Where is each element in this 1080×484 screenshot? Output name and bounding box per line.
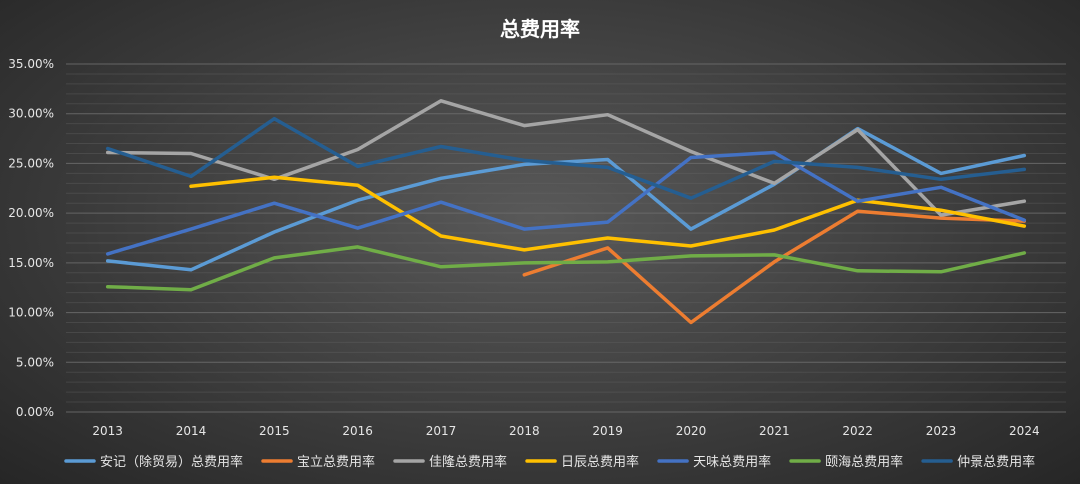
y-tick-label: 5.00% bbox=[16, 355, 54, 369]
x-tick-label: 2016 bbox=[342, 424, 373, 438]
y-axis-ticks: 0.00% 5.00% 10.00% 15.00% 20.00% 25.00% 30.00%… bbox=[8, 57, 54, 419]
legend-label-3: 日辰总费用率 bbox=[561, 454, 639, 470]
series-line-5 bbox=[105, 245, 1027, 292]
x-tick-label: 2015 bbox=[259, 424, 290, 438]
legend: 安记（除贸易）总费用率 宝立总费用率 佳隆总费用率 日辰总费用率 天味总费用率 颐海总费用… bbox=[64, 454, 1035, 470]
y-tick-label: 35.00% bbox=[8, 57, 54, 71]
series-line-1 bbox=[522, 209, 1027, 325]
y-tick-label: 0.00% bbox=[16, 405, 54, 419]
x-tick-label: 2013 bbox=[92, 424, 123, 438]
series-lines bbox=[105, 99, 1027, 325]
x-tick-label: 2022 bbox=[842, 424, 873, 438]
series-line-0 bbox=[105, 126, 1027, 272]
legend-label-6: 仲景总费用率 bbox=[957, 454, 1035, 470]
legend-label-1: 宝立总费用率 bbox=[297, 454, 375, 470]
y-tick-label: 10.00% bbox=[8, 306, 54, 320]
series-line-6 bbox=[105, 116, 1027, 200]
legend-label-4: 天味总费用率 bbox=[693, 454, 771, 470]
legend-label-5: 颐海总费用率 bbox=[825, 454, 903, 470]
y-tick-label: 25.00% bbox=[8, 156, 54, 170]
grid-lines bbox=[66, 63, 1066, 413]
x-tick-label: 2023 bbox=[926, 424, 957, 438]
x-tick-label: 2020 bbox=[676, 424, 707, 438]
x-tick-label: 2019 bbox=[592, 424, 623, 438]
y-tick-label: 30.00% bbox=[8, 107, 54, 121]
series-line-4 bbox=[105, 150, 1027, 256]
chart-title: 总费用率 bbox=[500, 17, 580, 41]
x-tick-label: 2017 bbox=[426, 424, 457, 438]
legend-label-0: 安记（除贸易）总费用率 bbox=[100, 454, 243, 470]
x-tick-label: 2024 bbox=[1009, 424, 1040, 438]
x-axis-ticks: 2013 2014 2015 2016 2017 2018 2019 2020 2021 2022… bbox=[92, 424, 1039, 438]
y-tick-label: 15.00% bbox=[8, 256, 54, 270]
x-tick-label: 2014 bbox=[176, 424, 207, 438]
legend-label-2: 佳隆总费用率 bbox=[429, 454, 507, 470]
y-tick-label: 20.00% bbox=[8, 206, 54, 220]
x-tick-label: 2021 bbox=[759, 424, 790, 438]
x-tick-label: 2018 bbox=[509, 424, 540, 438]
series-line-3 bbox=[189, 175, 1027, 252]
series-line-2 bbox=[105, 99, 1027, 217]
